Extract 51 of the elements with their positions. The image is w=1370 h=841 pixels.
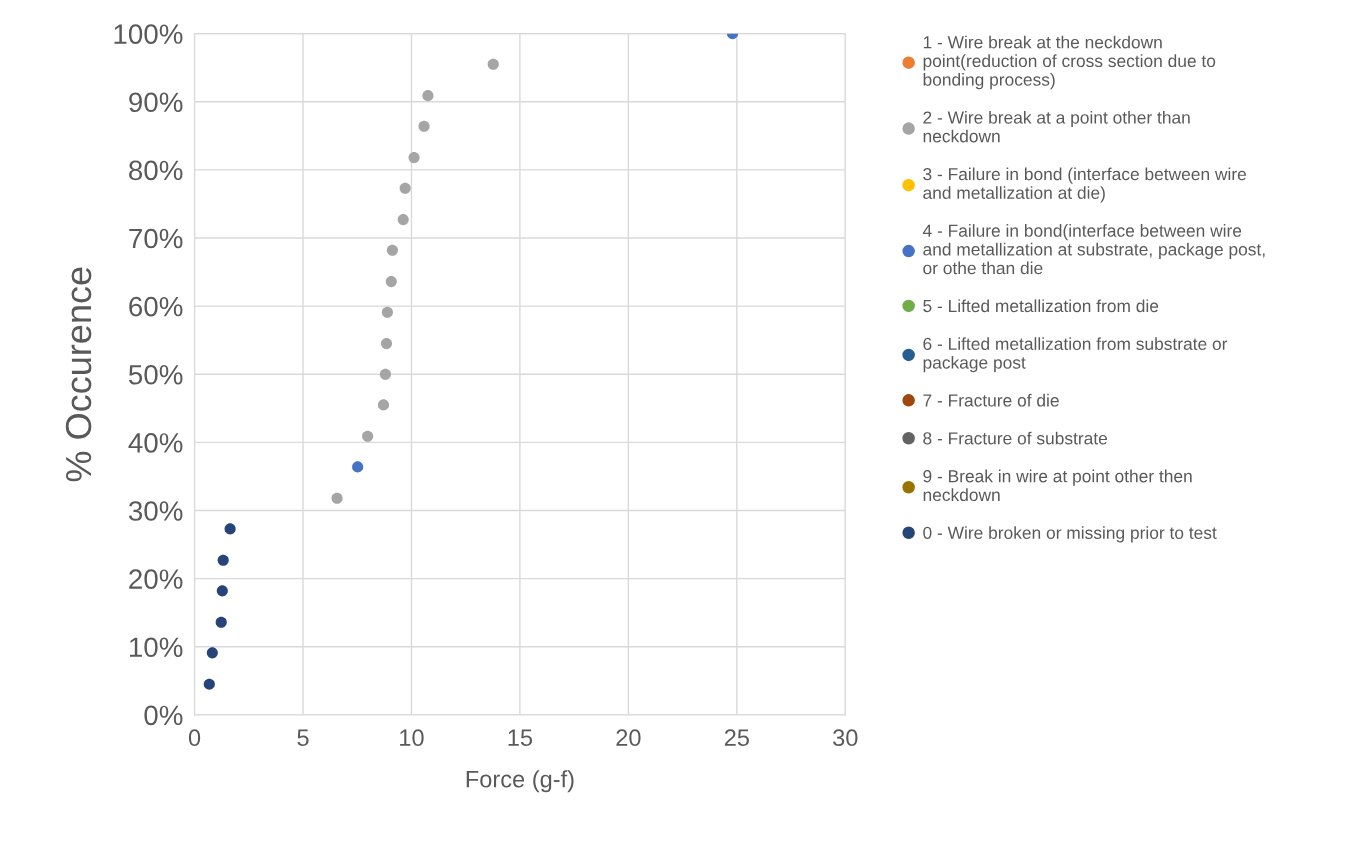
x-axis-title: Force (g-f) [466, 770, 574, 793]
point [487, 58, 499, 70]
point [385, 276, 397, 288]
legend-label: 6 - Lifted metallization from substrate or package post [923, 337, 1228, 373]
legend-label: 1 - Wire break at the neckdown point(reduction of cross section due to bonding process) [923, 35, 1216, 90]
point [381, 306, 393, 318]
y-tick-label: 0% [144, 705, 183, 726]
point [352, 461, 364, 473]
x-tick-label: 5 [297, 729, 309, 747]
legend-label: 8 - Fracture of substrate [923, 431, 1108, 445]
point [408, 152, 420, 164]
x-tick-label: 20 [616, 729, 641, 747]
point [331, 492, 343, 504]
x-tick-label: 30 [833, 729, 858, 747]
y-axis-title: % Occurence [65, 267, 92, 482]
point [203, 678, 215, 690]
legend-label: 5 - Lifted metallization from die [923, 299, 1159, 313]
y-tick-label: 30% [128, 501, 183, 521]
point [380, 338, 393, 350]
x-tick-label: 0 [188, 729, 201, 747]
point [418, 120, 430, 132]
legend-label: 0 - Wire broken or missing prior to test [923, 526, 1217, 543]
y-tick-label: 20% [129, 569, 183, 589]
legend-label: 7 - Fracture of die [923, 393, 1059, 407]
legend-label: 3 - Failure in bond (interface between wire and metallization at die) [923, 167, 1246, 203]
y-tick-label: 90% [129, 92, 183, 113]
point [422, 90, 434, 102]
y-tick-label: 40% [128, 433, 183, 453]
point [399, 182, 411, 194]
legend-label: 2 - Wire break at a point other than neckdown [923, 110, 1190, 143]
point [215, 616, 227, 628]
point [216, 585, 228, 597]
y-tick-label: 50% [128, 364, 183, 385]
x-tick-label: 15 [508, 729, 533, 747]
point [224, 523, 236, 535]
point [377, 399, 390, 411]
x-tick-label: 25 [724, 729, 749, 747]
point [397, 214, 409, 226]
x-tick-label: 10 [400, 729, 424, 747]
point [362, 430, 374, 442]
y-tick-label: 80% [129, 160, 183, 181]
point [217, 554, 229, 566]
y-tick-label: 100% [114, 24, 183, 44]
point [379, 368, 391, 380]
y-tick-label: 60% [129, 296, 183, 317]
point [386, 244, 398, 256]
y-tick-label: 10% [129, 637, 183, 658]
legend-label: 9 - Break in wire at point other then neckdown [923, 469, 1192, 502]
legend-label: 4 - Failure in bond(interface between wire and metallization at substrate, package post, or othe than die [922, 224, 1265, 275]
y-tick-label: 70% [129, 228, 183, 249]
point [206, 647, 218, 659]
